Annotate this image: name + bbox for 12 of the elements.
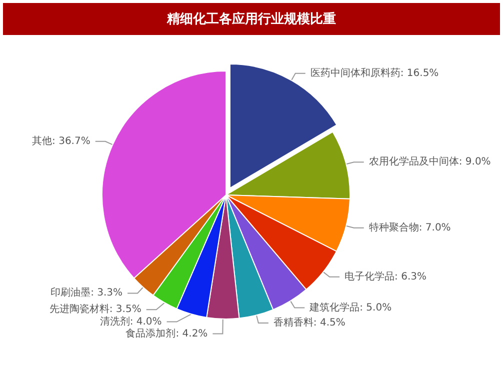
slice-label: 印刷油墨: 3.3% <box>50 286 123 299</box>
slice-label: 香精香料: 4.5% <box>273 316 346 328</box>
chart-title: 精细化工各应用行业规模比重 <box>166 11 336 27</box>
slice-label: 其他: 36.7% <box>32 134 90 147</box>
slice-label: 建筑化学品: 5.0% <box>308 301 392 314</box>
slice-label: 先进陶瓷材料: 3.5% <box>49 303 142 316</box>
slice-label: 食品添加剂: 4.2% <box>126 327 208 340</box>
slice-label: 农用化学品及中间体: 9.0% <box>368 156 491 168</box>
slice-label: 特种聚合物: 7.0% <box>368 221 451 234</box>
slice-label: 医药中间体和原料药: 16.5% <box>310 66 439 79</box>
slice-label: 电子化学品: 6.3% <box>344 270 426 282</box>
slice-label: 清洗剂: 4.0% <box>100 315 162 328</box>
